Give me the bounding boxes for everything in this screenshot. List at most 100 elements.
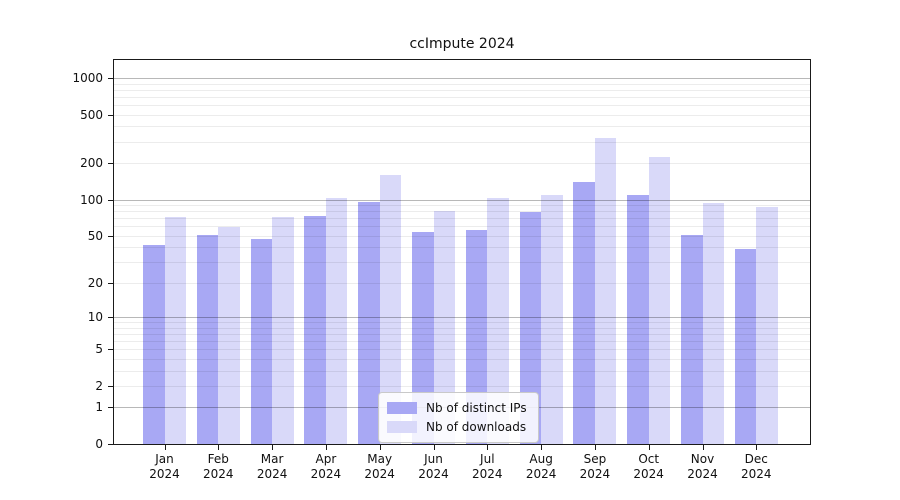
y-tick-label-0: 0 [95,437,103,451]
x-tick-label-month: Feb [207,452,229,466]
x-tick-label-dec: Dec 2024 [724,452,788,482]
x-tick-label-month: Oct [638,452,660,466]
bar-downloads-jun [433,210,455,444]
x-tick-label-jun: Jun 2024 [402,452,466,482]
bar-downloads-dec [756,206,778,444]
bar-downloads-jul [487,197,509,444]
bar-downloads-apr [325,198,348,444]
bar-downloads-may [379,174,402,444]
bar-distinct-ips-nov [681,234,703,444]
bar-downloads-mar [272,216,294,444]
bar-distinct-ips-apr [304,216,326,444]
x-tick-label-year: 2024 [418,467,449,481]
x-tick-label-year: 2024 [149,467,180,481]
legend-row-distinct-ips: Nb of distinct IPs [387,398,527,417]
x-tick-label-month: Nov [690,452,715,466]
x-tick-mark-dec [756,444,758,450]
x-tick-label-year: 2024 [687,467,718,481]
bar-downloads-jan [164,217,186,444]
y-tick-label-50: 50 [87,228,103,243]
legend-swatch-downloads [387,420,417,433]
x-tick-label-month: Jun [424,452,443,466]
bar-distinct-ips-feb [196,234,219,444]
y-tick-mark-50 [108,235,114,237]
x-tick-label-year: 2024 [633,467,664,481]
y-tick-label-20: 20 [87,275,103,290]
x-tick-label-year: 2024 [472,467,503,481]
x-tick-mark-feb [218,444,220,450]
bar-downloads-aug [541,194,563,444]
legend-swatch-distinct-ips [387,401,417,414]
x-tick-label-year: 2024 [741,467,772,481]
legend-label-downloads: Nb of downloads [426,419,527,434]
bar-distinct-ips-jun [412,231,434,444]
x-tick-label-oct: Oct 2024 [617,452,681,482]
y-tick-mark-10 [108,317,114,318]
bar-distinct-ips-jan [143,244,165,444]
y-tick-mark-5 [108,349,114,351]
x-tick-label-month: Aug [529,452,553,466]
y-tick-label-100: 100 [80,192,103,207]
x-tick-label-mar: Mar 2024 [240,452,304,482]
bar-downloads-nov [702,202,724,444]
x-tick-label-year: 2024 [310,467,342,481]
bar-downloads-feb [218,227,240,444]
x-tick-mark-oct [648,444,650,450]
x-tick-label-apr: Apr 2024 [294,452,358,482]
y-tick-mark-20 [108,282,114,284]
x-tick-mark-may [379,444,381,450]
legend-label-distinct-ips: Nb of distinct IPs [426,400,527,415]
x-tick-label-year: 2024 [256,467,288,481]
y-tick-label-2: 2 [95,378,103,393]
x-tick-mark-sep [594,444,596,450]
x-tick-mark-mar [272,444,274,450]
bar-downloads-sep [594,138,617,444]
y-tick-label-1: 1 [95,400,103,415]
bar-distinct-ips-oct [627,194,649,444]
x-tick-label-may: May 2024 [348,452,412,482]
x-tick-label-aug: Aug 2024 [509,452,573,482]
x-tick-label-year: 2024 [525,467,557,481]
x-tick-label-month: May [367,452,393,466]
y-tick-mark-1 [108,407,114,409]
x-tick-label-feb: Feb 2024 [186,452,250,482]
x-tick-mark-jun [433,444,435,450]
y-tick-mark-0 [108,444,114,445]
bar-downloads-oct [648,156,671,444]
x-tick-label-month: Jul [480,452,495,466]
legend-row-downloads: Nb of downloads [387,417,527,436]
x-tick-label-month: Apr [315,452,337,466]
x-tick-label-year: 2024 [364,467,395,481]
x-tick-label-year: 2024 [579,467,611,481]
x-tick-label-jan: Jan 2024 [133,452,197,482]
bar-distinct-ips-sep [573,181,595,444]
x-tick-mark-jul [487,444,489,450]
bar-distinct-ips-aug [519,211,542,444]
x-tick-label-sep: Sep 2024 [563,452,627,482]
y-tick-label-500: 500 [80,107,103,122]
bar-distinct-ips-dec [734,248,757,444]
x-tick-mark-jan [164,444,166,450]
x-tick-label-jul: Jul 2024 [455,452,519,482]
chart-title: ccImpute 2024 [409,36,515,52]
y-tick-label-1000: 1000 [72,70,103,85]
bar-distinct-ips-mar [250,238,273,444]
y-tick-label-200: 200 [80,156,103,170]
y-tick-label-5: 5 [95,342,103,357]
y-tick-mark-100 [108,199,114,201]
y-tick-mark-200 [108,163,114,164]
x-tick-label-nov: Nov 2024 [671,452,735,482]
x-tick-label-month: Sep [583,452,607,466]
bar-distinct-ips-may [358,201,380,444]
y-tick-label-10: 10 [87,310,103,324]
x-tick-label-month: Jan [155,452,174,466]
x-tick-mark-nov [702,444,704,450]
x-tick-mark-aug [541,444,543,450]
legend: Nb of distinct IPs Nb of downloads [378,392,539,443]
x-tick-label-year: 2024 [203,467,234,481]
x-tick-mark-apr [325,444,327,450]
x-tick-label-month: Dec [744,452,768,466]
y-tick-mark-1000 [108,77,114,79]
y-tick-mark-2 [108,385,114,387]
